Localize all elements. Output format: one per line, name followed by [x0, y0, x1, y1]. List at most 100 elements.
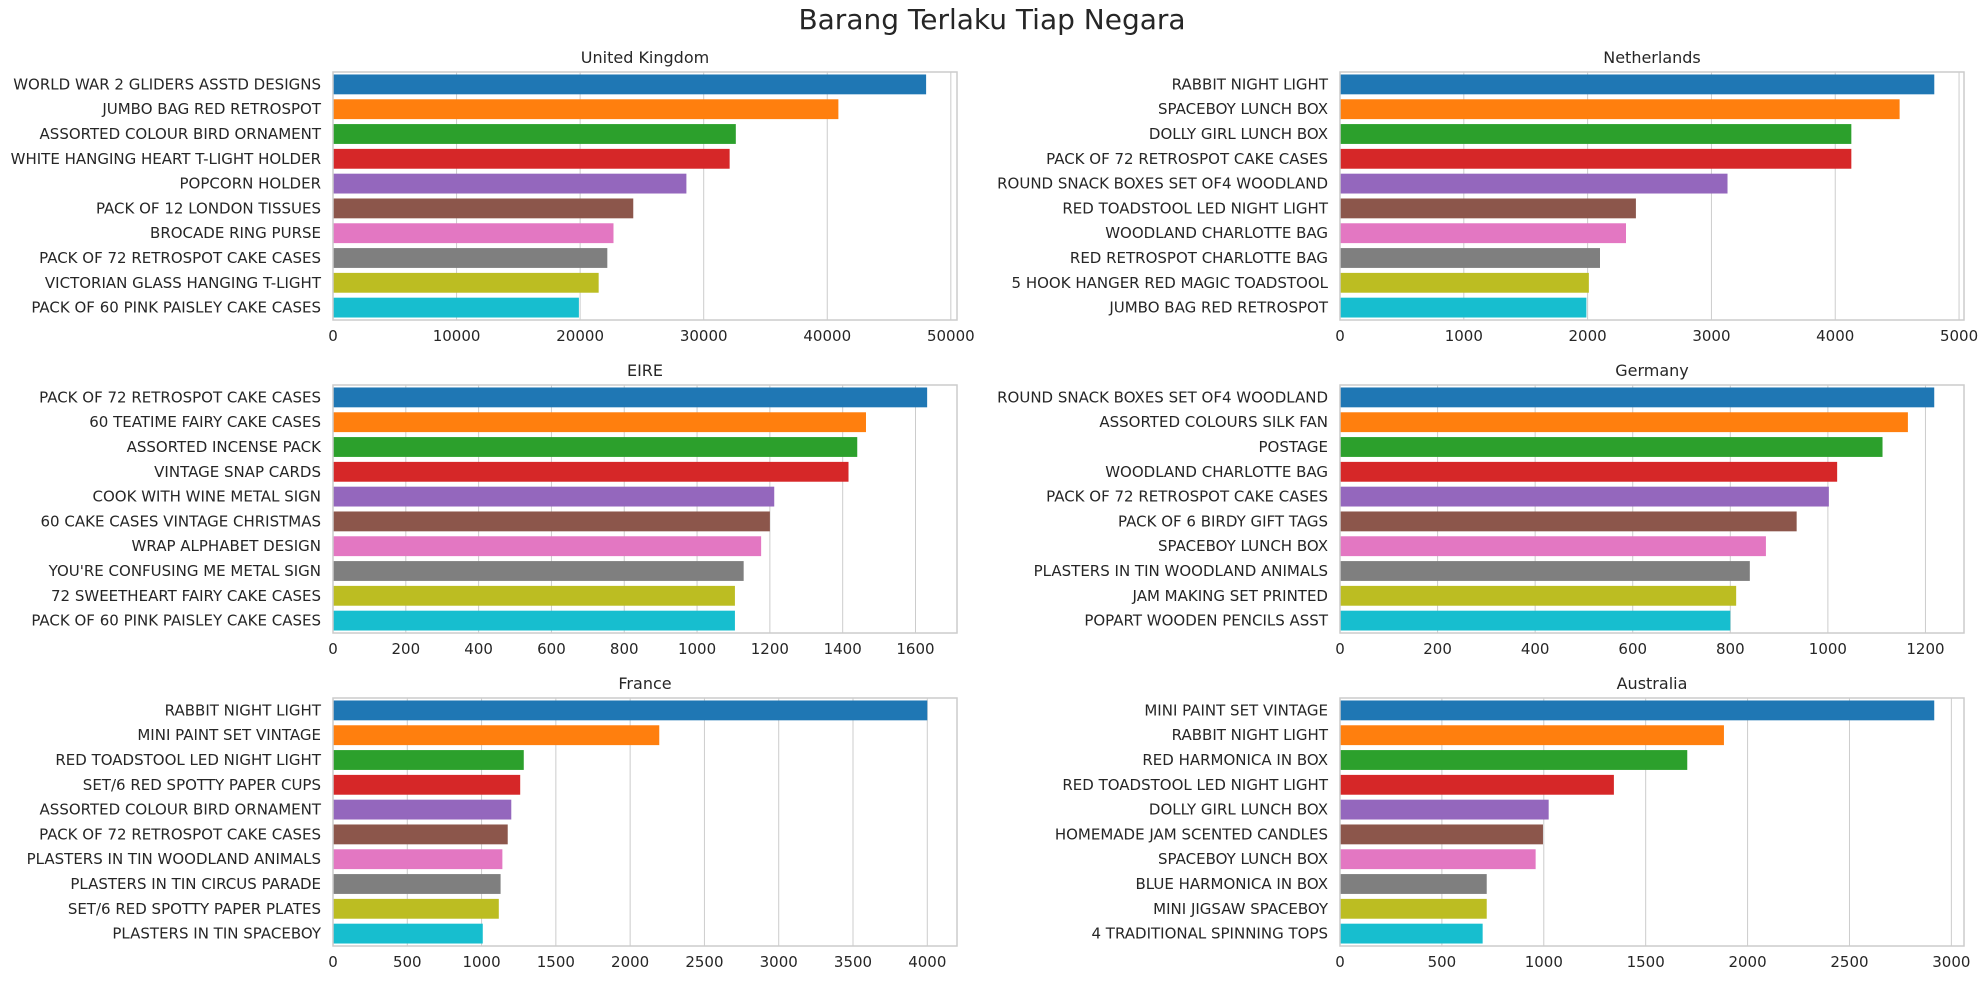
category-label: RED TOADSTOOL LED NIGHT LIGHT [1062, 199, 1328, 217]
figure-title: Barang Terlaku Tiap Negara [798, 3, 1186, 36]
x-tick-label: 20000 [556, 327, 604, 345]
subplot-3: ROUND SNACK BOXES SET OF4 WOODLAND ASSOR… [997, 361, 1965, 658]
x-tick-label: 50000 [927, 327, 975, 345]
category-label: SPACEBOY LUNCH BOX [1158, 850, 1328, 868]
x-tick-label: 1500 [1627, 953, 1665, 971]
category-label: SPACEBOY LUNCH BOX [1158, 100, 1328, 118]
x-tick-label: 200 [391, 640, 420, 658]
bar [1340, 610, 1731, 631]
x-tick-label: 1400 [824, 640, 862, 658]
bar [1340, 898, 1487, 919]
category-label: 60 TEATIME FAIRY CAKE CASES [89, 413, 321, 431]
category-label: COOK WITH WINE METAL SIGN [93, 488, 321, 506]
bar [333, 824, 508, 845]
category-label: PLASTERS IN TIN CIRCUS PARADE [70, 875, 321, 893]
bar [1340, 124, 1852, 144]
bar [1340, 799, 1549, 820]
bar [333, 74, 927, 95]
x-tick-label: 5000 [1940, 327, 1978, 345]
category-label: BROCADE RING PURSE [150, 224, 321, 242]
x-tick-label: 800 [610, 640, 639, 658]
x-tick-label: 3000 [760, 953, 798, 971]
x-tick-label: 0 [1335, 640, 1345, 658]
bar [333, 585, 735, 606]
category-label: RED RETROSPOT CHARLOTTE BAG [1070, 249, 1328, 267]
category-label: ASSORTED INCENSE PACK [127, 438, 323, 456]
bar [333, 412, 866, 433]
x-tick-label: 1000 [1525, 953, 1563, 971]
x-tick-label: 0 [328, 953, 338, 971]
bar [1340, 750, 1688, 770]
category-label: RABBIT NIGHT LIGHT [165, 701, 322, 719]
x-tick-label: 10000 [433, 327, 481, 345]
category-label: POSTAGE [1259, 438, 1328, 456]
bar [333, 923, 483, 944]
category-label: JUMBO BAG RED RETROSPOT [101, 100, 322, 118]
bar [333, 874, 501, 894]
x-tick-label: 1200 [1906, 640, 1944, 658]
category-label: ASSORTED COLOURS SILK FAN [1099, 413, 1328, 431]
bar [1340, 511, 1797, 532]
category-label: MINI PAINT SET VINTAGE [137, 726, 321, 744]
x-tick-label: 1500 [537, 953, 575, 971]
bar [333, 750, 524, 770]
x-tick-label: 0 [328, 327, 338, 345]
category-label: SET/6 RED SPOTTY PAPER PLATES [68, 900, 321, 918]
bar [1340, 173, 1728, 194]
x-tick-label: 400 [1521, 640, 1550, 658]
bar [1340, 74, 1935, 95]
bar [333, 173, 687, 194]
bar [1340, 272, 1589, 293]
x-tick-label: 1000 [1445, 327, 1483, 345]
category-label: ROUND SNACK BOXES SET OF4 WOODLAND [997, 175, 1328, 193]
category-label: RED TOADSTOOL LED NIGHT LIGHT [1062, 776, 1328, 794]
x-tick-label: 3000 [1932, 953, 1970, 971]
bar [333, 898, 499, 919]
bar [333, 99, 839, 120]
axes-frame [332, 384, 958, 634]
bar [333, 461, 849, 482]
category-label: WORLD WAR 2 GLIDERS ASSTD DESIGNS [13, 75, 321, 93]
category-label: DOLLY GIRL LUNCH BOX [1149, 801, 1328, 819]
bar [1340, 412, 1908, 433]
subplot-title: Germany [1615, 361, 1689, 380]
subplot-2: PACK OF 72 RETROSPOT CAKE CASES 60 TEATIM… [31, 361, 958, 658]
category-label: MINI JIGSAW SPACEBOY [1153, 900, 1329, 918]
bar [333, 437, 858, 457]
bar [1340, 700, 1935, 721]
bar [333, 198, 634, 219]
category-label: PACK OF 72 RETROSPOT CAKE CASES [1046, 488, 1328, 506]
axes-frame [332, 697, 958, 947]
category-label: PLASTERS IN TIN WOODLAND ANIMALS [27, 850, 321, 868]
x-tick-label: 0 [1335, 327, 1345, 345]
category-label: ASSORTED COLOUR BIRD ORNAMENT [40, 801, 322, 819]
category-label: ASSORTED COLOUR BIRD ORNAMENT [40, 125, 322, 143]
category-label: VINTAGE SNAP CARDS [154, 463, 321, 481]
category-label: WHITE HANGING HEART T-LIGHT HOLDER [11, 150, 321, 168]
x-tick-label: 2000 [611, 953, 649, 971]
category-label: MINI PAINT SET VINTAGE [1144, 701, 1328, 719]
subplot-title: France [618, 674, 671, 693]
bar [1340, 198, 1636, 219]
bar [333, 124, 736, 144]
category-label: PACK OF 60 PINK PAISLEY CAKE CASES [31, 612, 321, 630]
subplot-title: Australia [1617, 674, 1688, 693]
bar [333, 223, 614, 244]
axes-frame [332, 71, 958, 321]
bar [1340, 849, 1536, 870]
bar [1340, 536, 1766, 557]
bar [1340, 585, 1737, 606]
x-tick-label: 30000 [680, 327, 728, 345]
category-label: PLASTERS IN TIN SPACEBOY [112, 925, 321, 943]
bar [333, 511, 770, 532]
bar [333, 774, 521, 795]
x-tick-label: 1000 [462, 953, 500, 971]
axes-frame [1339, 697, 1965, 947]
x-tick-label: 4000 [908, 953, 946, 971]
category-label: RABBIT NIGHT LIGHT [1172, 726, 1329, 744]
bar [333, 297, 579, 318]
x-tick-label: 2000 [1569, 327, 1607, 345]
axes-frame [1339, 384, 1965, 634]
category-label: PLASTERS IN TIN WOODLAND ANIMALS [1034, 562, 1328, 580]
